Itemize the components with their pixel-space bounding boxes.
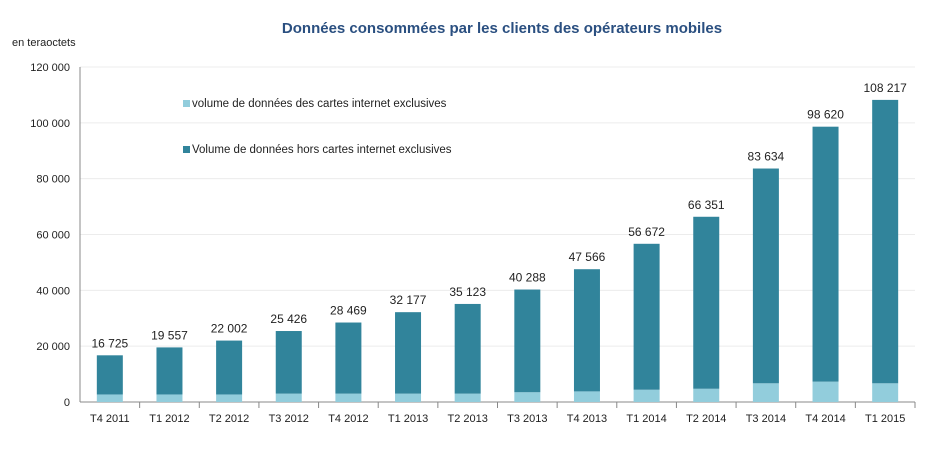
x-tick-label: T4 2012 [328,413,368,425]
y-tick-label: 80 000 [36,174,70,186]
bar-segment-other [812,126,839,382]
bar-segment-other [395,312,422,394]
bar-segment-other [872,99,899,384]
x-tick-label: T3 2014 [746,413,786,425]
x-tick-label: T1 2015 [865,413,905,425]
x-tick-label: T4 2011 [90,413,130,425]
data-label: 25 426 [270,312,307,326]
data-label: 47 566 [569,250,606,264]
x-tick-label: T4 2013 [567,413,607,425]
y-tick-label: 40 000 [36,285,70,297]
data-label: 19 557 [151,328,188,342]
bar-segment-internet-cards [752,383,779,402]
data-label: 66 351 [688,198,725,212]
bar-segment-internet-cards [693,388,720,402]
bar-segment-other [156,347,183,395]
x-tick-label: T2 2014 [686,413,726,425]
data-label: 28 469 [330,304,367,318]
chart-title: Données consommées par les clients des o… [281,20,723,37]
data-label: 16 725 [91,336,128,350]
x-tick-label: T2 2013 [447,413,487,425]
bar-segment-internet-cards [335,393,362,402]
bar-segment-internet-cards [872,383,899,402]
data-label: 56 672 [628,225,665,239]
bar-segment-internet-cards [156,394,183,402]
legend-entry: Volume de données hors cartes internet e… [192,144,452,156]
bar-segment-internet-cards [514,392,541,402]
bar-segment-other [693,216,720,389]
bar-segment-internet-cards [633,389,660,402]
legend-swatch [183,146,190,153]
y-tick-label: 100 000 [30,118,70,130]
bar-segment-other [752,168,779,384]
data-label: 22 002 [211,322,248,336]
bar-segment-internet-cards [395,393,422,402]
x-tick-label: T1 2014 [626,413,666,425]
x-tick-label: T1 2012 [149,413,189,425]
bar-segment-internet-cards [216,394,243,402]
data-label: 108 217 [863,81,907,95]
bar-segment-internet-cards [812,381,839,402]
legend-entry: volume de données des cartes internet ex… [192,98,447,110]
bar-segment-internet-cards [275,393,302,402]
x-tick-label: T1 2013 [388,413,428,425]
bar-segment-internet-cards [96,394,123,402]
x-tick-label: T4 2014 [805,413,845,425]
y-tick-label: 20 000 [36,341,70,353]
x-tick-label: T3 2012 [269,413,309,425]
x-tick-label: T3 2013 [507,413,547,425]
bar-segment-internet-cards [454,393,481,402]
bar-segment-other [275,331,302,394]
data-label: 35 123 [449,285,486,299]
bar-segment-other [633,243,660,390]
bar-segment-other [573,269,600,392]
legend-swatch [183,100,190,107]
bar-segment-internet-cards [573,391,600,402]
data-label: 32 177 [390,293,427,307]
y-tick-label: 60 000 [36,230,70,242]
bar-segment-other [96,355,123,395]
bar-segment-other [216,340,243,395]
data-label: 83 634 [748,150,785,164]
bar-segment-other [454,303,481,394]
x-tick-label: T2 2012 [209,413,249,425]
data-label: 98 620 [807,108,844,122]
bar-segment-other [514,289,541,393]
data-label: 40 288 [509,271,546,285]
bar-segment-other [335,322,362,394]
y-tick-label: 120 000 [30,62,70,74]
y-axis-label: en teraoctets [12,37,76,49]
y-tick-label: 0 [64,397,70,409]
